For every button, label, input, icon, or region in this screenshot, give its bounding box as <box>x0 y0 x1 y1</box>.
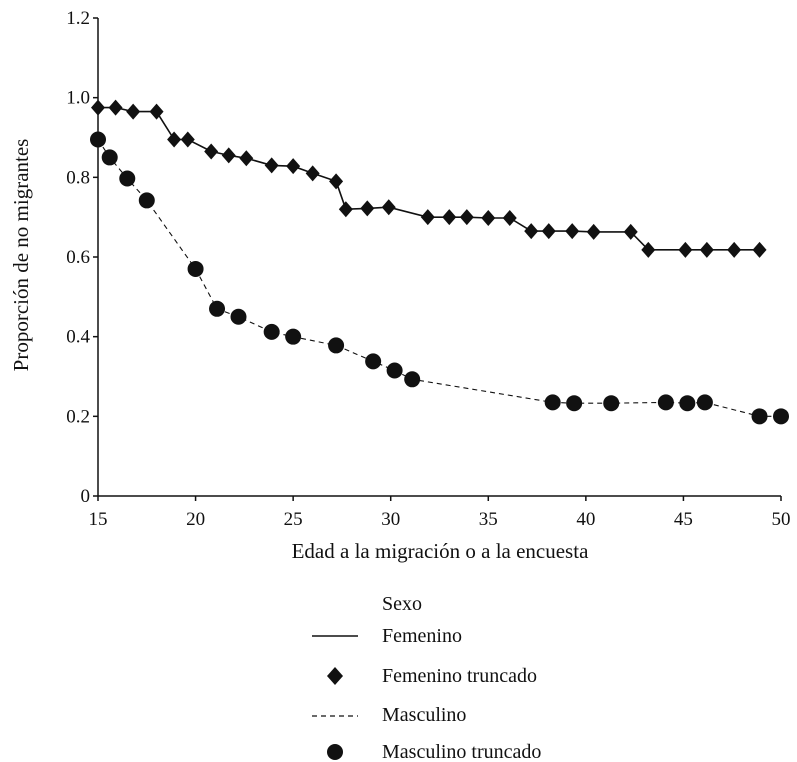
data-point-masculino-truncado <box>365 353 382 370</box>
data-point-femenino-truncado <box>565 223 580 240</box>
data-point-masculino-truncado <box>285 328 302 345</box>
data-point-masculino-truncado <box>328 337 345 354</box>
series-line-femenino <box>98 106 760 251</box>
axes <box>97 18 781 497</box>
data-point-femenino-truncado <box>286 158 301 175</box>
data-point-femenino-truncado <box>329 173 344 190</box>
data-point-masculino-truncado <box>679 395 696 412</box>
x-axis-title: Edad a la migración o a la encuesta <box>292 539 589 563</box>
data-point-masculino-truncado <box>603 395 620 412</box>
series-markers <box>90 99 789 425</box>
data-point-masculino-truncado <box>751 408 768 425</box>
x-tick-label: 50 <box>772 509 791 530</box>
legend: Sexo Femenino Femenino truncado Masculin… <box>312 593 541 762</box>
data-point-masculino-truncado <box>90 131 106 148</box>
data-point-masculino-truncado <box>230 308 247 325</box>
data-point-masculino-truncado <box>657 394 674 411</box>
y-tick-label: 1.2 <box>66 8 90 29</box>
data-point-femenino-truncado <box>305 165 320 182</box>
data-point-femenino-truncado <box>264 157 279 174</box>
data-point-femenino-truncado <box>727 241 742 258</box>
data-point-masculino-truncado <box>773 408 789 425</box>
data-point-femenino-truncado <box>541 223 556 240</box>
data-point-femenino-truncado <box>221 147 236 164</box>
series-lines <box>97 106 781 417</box>
data-point-femenino-truncado <box>420 209 435 226</box>
data-point-femenino-truncado <box>623 223 638 240</box>
data-point-masculino-truncado <box>696 394 713 411</box>
x-tick-label: 20 <box>186 509 205 530</box>
y-axis-title: Proporción de no migrantes <box>9 139 33 372</box>
x-tick-label: 35 <box>479 509 498 530</box>
x-tick-label: 15 <box>89 509 108 530</box>
data-point-masculino-truncado <box>404 371 421 388</box>
data-point-femenino-truncado <box>180 131 195 148</box>
data-point-femenino-truncado <box>204 143 219 160</box>
y-tick-label: 0.8 <box>66 167 90 188</box>
data-point-masculino-truncado <box>386 362 403 379</box>
data-point-femenino-truncado <box>502 209 517 226</box>
data-point-femenino-truncado <box>678 241 693 258</box>
data-point-masculino-truncado <box>566 395 583 412</box>
x-tick-label: 30 <box>381 509 400 530</box>
data-point-femenino-truncado <box>524 223 539 240</box>
data-point-femenino-truncado <box>91 99 105 116</box>
data-point-femenino-truncado <box>239 150 254 167</box>
x-tick-label: 45 <box>674 509 693 530</box>
data-point-masculino-truncado <box>544 394 561 411</box>
data-point-femenino-truncado <box>360 200 375 217</box>
legend-label-masculino: Masculino <box>382 704 466 726</box>
data-point-femenino-truncado <box>149 103 164 120</box>
legend-circle-icon <box>327 744 343 760</box>
data-point-femenino-truncado <box>126 103 141 120</box>
data-point-femenino-truncado <box>338 201 353 218</box>
y-tick-label: 0.4 <box>66 327 90 348</box>
data-point-masculino-truncado <box>101 149 118 166</box>
data-point-masculino-truncado <box>187 260 204 277</box>
data-point-femenino-truncado <box>752 241 767 258</box>
legend-diamond-icon <box>327 667 343 685</box>
legend-label-femenino: Femenino <box>382 625 462 647</box>
data-point-femenino-truncado <box>481 209 496 226</box>
data-point-femenino-truncado <box>699 241 714 258</box>
y-ticks: 0 0.2 0.4 0.6 0.8 1.0 1.2 <box>66 8 98 507</box>
series-line-masculino <box>97 139 781 417</box>
data-point-femenino-truncado <box>459 209 474 226</box>
data-point-masculino-truncado <box>209 300 226 317</box>
data-point-femenino-truncado <box>442 209 457 226</box>
legend-label-femenino-truncado: Femenino truncado <box>382 665 537 687</box>
data-point-femenino-truncado <box>586 223 601 240</box>
legend-label-masculino-truncado: Masculino truncado <box>382 741 541 762</box>
y-tick-label: 0 <box>81 486 91 507</box>
data-point-masculino-truncado <box>138 192 155 209</box>
legend-title: Sexo <box>382 593 422 615</box>
data-point-masculino-truncado <box>119 170 136 187</box>
data-point-femenino-truncado <box>167 131 182 148</box>
y-tick-label: 0.2 <box>66 406 90 427</box>
data-point-femenino-truncado <box>108 99 123 116</box>
data-point-femenino-truncado <box>641 241 656 258</box>
x-tick-label: 40 <box>576 509 595 530</box>
data-point-masculino-truncado <box>263 323 280 340</box>
y-tick-label: 0.6 <box>66 247 90 268</box>
x-ticks: 15 20 25 30 35 40 45 50 <box>89 496 791 530</box>
y-tick-label: 1.0 <box>66 88 90 109</box>
data-point-femenino-truncado <box>381 199 396 216</box>
x-tick-label: 25 <box>284 509 303 530</box>
